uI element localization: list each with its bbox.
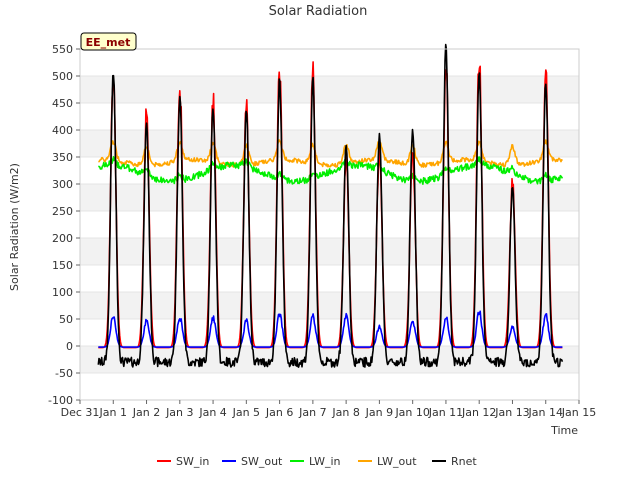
x-tick-label: Jan 9 [365,406,393,419]
plot-band [80,130,579,157]
legend-label-sw-out: SW_out [241,455,283,468]
y-tick-label: 50 [59,313,73,326]
plot-frame [79,48,580,401]
x-tick-label: Jan 6 [265,406,293,419]
plot-band [80,184,579,211]
y-tick-label: 250 [52,205,73,218]
series-line-lw-out [98,139,564,168]
y-tick-label: 150 [52,259,73,272]
x-tick-label: Jan 1 [99,406,127,419]
y-axis: -100 -50 0 50 100 150 200 250 300 350 400 450 500 550 [48,43,80,407]
x-tick-label: Jan 12 [461,406,496,419]
series-line-lw-in [98,156,564,185]
station-badge: EE_met [80,32,137,51]
legend-label-lw-out: LW_out [377,455,417,468]
y-tick-label: 200 [52,232,73,245]
x-axis: Dec 31 Jan 1 Jan 2 Jan 3 Jan 4 Jan 5 Jan 6 Jan … [61,400,596,419]
x-tick-label: Jan 11 [428,406,463,419]
x-tick-label: Jan 5 [232,406,260,419]
y-tick-label: 100 [52,286,73,299]
y-tick-label: 350 [52,151,73,164]
y-tick-label: -100 [48,394,73,407]
x-tick-label: Jan 7 [298,406,326,419]
x-tick-label: Jan 3 [165,406,193,419]
x-tick-label: Jan 13 [494,406,529,419]
series-layer [97,43,564,368]
plot-background [80,76,579,373]
station-badge-label: EE_met [86,36,131,49]
y-tick-label: 500 [52,70,73,83]
y-tick-label: 300 [52,178,73,191]
y-tick-label: 450 [52,97,73,110]
x-tick-label: Jan 8 [331,406,359,419]
x-tick-label: Jan 14 [528,406,563,419]
plot-band [80,292,579,319]
plot-band [80,76,579,103]
x-tick-label: Jan 2 [132,406,160,419]
x-tick-label: Jan 15 [561,406,596,419]
chart-title: Solar Radiation [269,4,368,19]
y-tick-label: 550 [52,43,73,56]
legend-label-lw-in: LW_in [309,455,341,468]
x-tick-label: Jan 10 [394,406,429,419]
x-tick-label: Dec 31 [61,406,100,419]
legend-label-rnet: Rnet [451,455,477,468]
y-tick-label: 400 [52,124,73,137]
y-axis-title: Solar Radiation (W/m2) [8,163,21,291]
x-tick-label: Jan 4 [198,406,226,419]
series-line-rnet [97,43,564,368]
plot-band [80,238,579,265]
x-axis-title: Time [550,424,578,437]
legend-label-sw-in: SW_in [176,455,209,468]
legend: SW_in SW_out LW_in LW_out Rnet [157,455,477,468]
y-tick-label: 0 [66,340,73,353]
y-tick-label: -50 [55,367,73,380]
